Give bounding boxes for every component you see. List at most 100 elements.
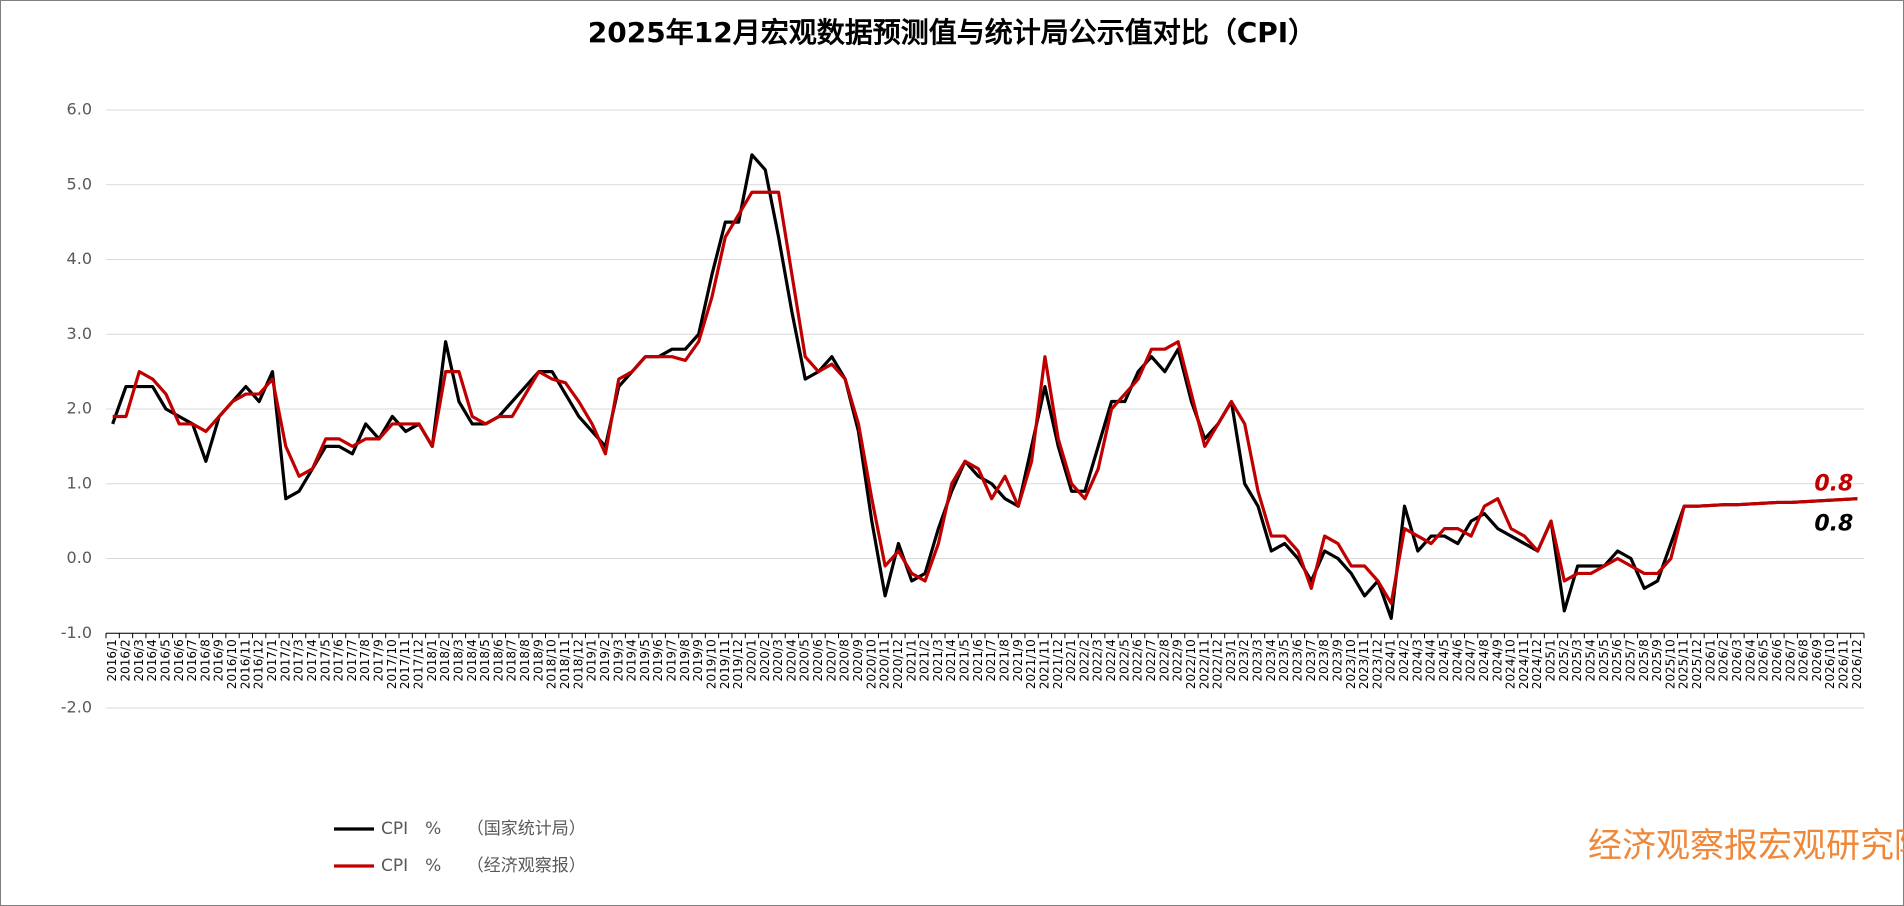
x-tick-label: 2018/10 xyxy=(545,639,559,689)
x-tick-label: 2022/12 xyxy=(1211,639,1225,689)
x-tick-label: 2020/9 xyxy=(851,639,865,681)
x-tick-label: 2022/2 xyxy=(1077,639,1091,681)
x-tick-label: 2019/11 xyxy=(718,639,732,689)
x-tick-label: 2016/1 xyxy=(105,639,119,681)
x-tick-label: 2024/4 xyxy=(1424,639,1438,681)
x-tick-label: 2018/7 xyxy=(505,639,519,681)
x-tick-label: 2024/6 xyxy=(1450,639,1464,681)
x-tick-label: 2018/9 xyxy=(531,639,545,681)
x-tick-label: 2020/2 xyxy=(758,639,772,681)
x-tick-label: 2022/5 xyxy=(1117,639,1131,681)
x-tick-label: 2023/8 xyxy=(1317,639,1331,681)
x-tick-label: 2017/4 xyxy=(305,639,319,681)
x-tick-label: 2022/9 xyxy=(1171,639,1185,681)
x-tick-label: 2019/4 xyxy=(625,639,639,681)
x-tick-label: 2023/5 xyxy=(1277,639,1291,681)
x-tick-label: 2025/1 xyxy=(1544,639,1558,681)
y-tick-label: 1.0 xyxy=(67,473,92,492)
x-tick-label: 2023/7 xyxy=(1304,639,1318,681)
x-tick-label: 2024/12 xyxy=(1530,639,1544,689)
x-tick-label: 2016/9 xyxy=(212,639,226,681)
x-tick-label: 2024/8 xyxy=(1477,639,1491,681)
x-tick-label: 2024/11 xyxy=(1517,639,1531,689)
x-tick-label: 2021/5 xyxy=(958,639,972,681)
x-tick-label: 2017/1 xyxy=(265,639,279,681)
x-tick-label: 2018/8 xyxy=(518,639,532,681)
x-tick-label: 2017/11 xyxy=(398,639,412,689)
x-tick-label: 2021/11 xyxy=(1037,639,1051,689)
x-tick-label: 2020/6 xyxy=(811,639,825,681)
x-tick-label: 2018/4 xyxy=(465,639,479,681)
x-tick-label: 2017/10 xyxy=(385,639,399,689)
x-tick-label: 2020/10 xyxy=(864,639,878,689)
x-tick-label: 2016/2 xyxy=(118,639,132,681)
x-tick-label: 2024/7 xyxy=(1464,639,1478,681)
x-tick-label: 2026/1 xyxy=(1703,639,1717,681)
x-tick-label: 2024/1 xyxy=(1384,639,1398,681)
x-tick-label: 2016/8 xyxy=(198,639,212,681)
x-tick-label: 2026/2 xyxy=(1717,639,1731,681)
x-tick-label: 2024/9 xyxy=(1490,639,1504,681)
x-tick-label: 2022/4 xyxy=(1104,639,1118,681)
x-tick-label: 2022/7 xyxy=(1144,639,1158,681)
x-tick-label: 2026/12 xyxy=(1850,639,1864,689)
x-tick-label: 2025/3 xyxy=(1570,639,1584,681)
x-tick-label: 2020/5 xyxy=(798,639,812,681)
x-tick-label: 2025/9 xyxy=(1650,639,1664,681)
x-tick-label: 2017/8 xyxy=(358,639,372,681)
x-tick-label: 2016/6 xyxy=(172,639,186,681)
x-tick-label: 2017/5 xyxy=(318,639,332,681)
x-tick-label: 2025/11 xyxy=(1677,639,1691,689)
x-tick-label: 2025/7 xyxy=(1623,639,1637,681)
x-tick-label: 2024/2 xyxy=(1397,639,1411,681)
x-tick-label: 2022/1 xyxy=(1064,639,1078,681)
x-tick-label: 2020/11 xyxy=(878,639,892,689)
x-tick-label: 2020/1 xyxy=(744,639,758,681)
x-tick-label: 2025/12 xyxy=(1690,639,1704,689)
x-tick-label: 2024/10 xyxy=(1504,639,1518,689)
x-tick-label: 2021/7 xyxy=(984,639,998,681)
x-tick-label: 2020/7 xyxy=(824,639,838,681)
x-tick-label: 2025/2 xyxy=(1557,639,1571,681)
x-tick-label: 2023/11 xyxy=(1357,639,1371,689)
x-tick-label: 2026/6 xyxy=(1770,639,1784,681)
x-tick-label: 2018/6 xyxy=(491,639,505,681)
legend-label: CPI % （经济观察报） xyxy=(381,856,586,876)
x-tick-label: 2018/1 xyxy=(425,639,439,681)
x-tick-label: 2017/12 xyxy=(411,639,425,689)
x-tick-label: 2018/3 xyxy=(451,639,465,681)
x-tick-label: 2017/6 xyxy=(332,639,346,681)
x-tick-label: 2016/5 xyxy=(158,639,172,681)
x-tick-label: 2023/4 xyxy=(1264,639,1278,681)
x-tick-label: 2018/12 xyxy=(571,639,585,689)
x-tick-label: 2026/10 xyxy=(1823,639,1837,689)
x-tick-label: 2017/2 xyxy=(278,639,292,681)
x-tick-label: 2021/2 xyxy=(918,639,932,681)
x-tick-label: 2019/8 xyxy=(678,639,692,681)
legend-label: CPI % （国家统计局） xyxy=(381,819,586,839)
x-tick-label: 2021/6 xyxy=(971,639,985,681)
x-tick-label: 2020/4 xyxy=(784,639,798,681)
x-tick-label: 2023/6 xyxy=(1290,639,1304,681)
x-tick-label: 2023/1 xyxy=(1224,639,1238,681)
x-tick-label: 2016/11 xyxy=(238,639,252,689)
x-tick-label: 2020/12 xyxy=(891,639,905,689)
x-tick-label: 2025/5 xyxy=(1597,639,1611,681)
x-tick-label: 2019/7 xyxy=(665,639,679,681)
x-tick-label: 2026/8 xyxy=(1797,639,1811,681)
x-tick-label: 2025/10 xyxy=(1663,639,1677,689)
y-tick-label: 5.0 xyxy=(67,174,92,193)
x-tick-label: 2023/10 xyxy=(1344,639,1358,689)
x-tick-label: 2019/10 xyxy=(704,639,718,689)
x-tick-label: 2016/7 xyxy=(185,639,199,681)
series-line xyxy=(112,190,1858,605)
y-tick-label: -1.0 xyxy=(61,623,92,642)
x-tick-label: 2026/5 xyxy=(1757,639,1771,681)
x-tick-label: 2019/9 xyxy=(691,639,705,681)
x-tick-label: 2017/3 xyxy=(292,639,306,681)
x-tick-label: 2018/11 xyxy=(558,639,572,689)
chart-title: 2025年12月宏观数据预测值与统计局公示值对比（CPI） xyxy=(588,16,1316,49)
end-value-label: 0.8 xyxy=(1814,512,1853,537)
